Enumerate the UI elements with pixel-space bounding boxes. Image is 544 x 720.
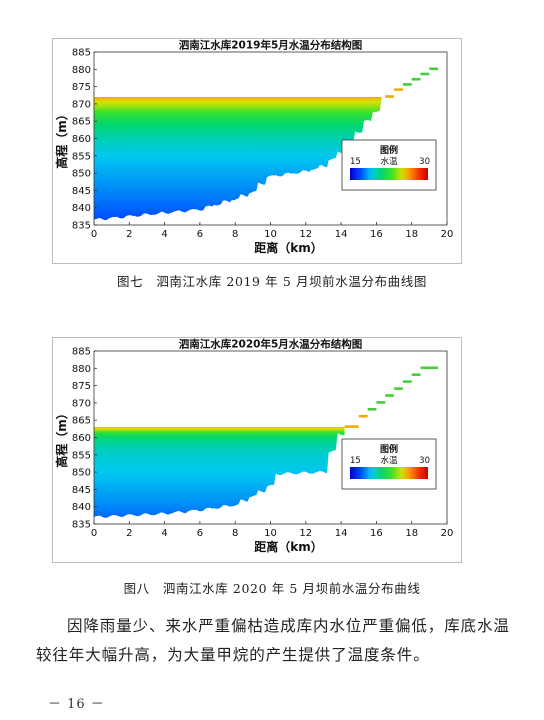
y-tick-label: 835: [72, 221, 91, 232]
y-tick-label: 870: [72, 99, 91, 110]
figure-caption-2019: 图七 泗南江水库 2019 年 5 月坝前水温分布曲线图: [117, 274, 427, 289]
y-axis-label: 高程（m）: [54, 407, 69, 468]
chart-2020: 泗南江水库2020年5月水温分布结构图 0 2 4 6 8 10 12 14 16 18 20 835 8…: [52, 337, 462, 563]
y-tick-label: 885: [72, 48, 91, 59]
bank-step-mark: [402, 83, 412, 86]
x-tick-label: 6: [197, 229, 203, 240]
y-tick-label: 840: [72, 203, 91, 214]
bank-step-mark: [344, 425, 359, 428]
y-tick-label: 880: [72, 364, 91, 375]
body-paragraph: 因降雨量少、来水严重偏枯造成库内水位严重偏低，库底水温较往年大幅升高，为大量甲烷…: [36, 617, 510, 664]
x-tick-label: 20: [441, 528, 454, 539]
legend-color-bar: [350, 168, 428, 180]
legend-variable-label: 水温: [380, 156, 398, 167]
bank-step-mark: [411, 77, 421, 81]
y-tick-label: 840: [72, 502, 91, 513]
x-tick-label: 16: [370, 528, 383, 539]
bank-step-mark: [420, 366, 439, 370]
bank-step-mark: [411, 373, 421, 376]
legend-min-label: 15: [350, 157, 361, 167]
page-number: － 16 －: [48, 697, 105, 712]
y-tick-label: 865: [72, 117, 91, 128]
legend-variable-label: 水温: [380, 455, 398, 466]
chart-title: 泗南江水库2020年5月水温分布结构图: [179, 338, 363, 351]
legend-box: [341, 438, 437, 490]
x-axis-label: 距离（km）: [254, 539, 323, 554]
y-tick-label: 870: [72, 398, 91, 409]
x-tick-label: 8: [232, 229, 238, 240]
legend-title: 图例: [380, 144, 398, 156]
x-tick-label: 14: [335, 229, 348, 240]
legend-min-label: 15: [350, 456, 361, 466]
y-tick-label: 880: [72, 65, 91, 76]
y-tick-label: 860: [72, 134, 91, 145]
legend-box: [341, 139, 437, 191]
y-tick-label: 855: [72, 151, 91, 162]
y-tick-label: 850: [72, 468, 91, 479]
y-tick-label: 875: [72, 82, 91, 93]
y-tick-label: 845: [72, 485, 91, 496]
bank-step-mark: [402, 380, 412, 383]
y-tick-label: 850: [72, 169, 91, 180]
figure-caption-2020: 图八 泗南江水库 2020 年 5 月坝前水温分布曲线: [123, 581, 421, 596]
x-tick-label: 10: [264, 528, 277, 539]
y-tick-label: 845: [72, 186, 91, 197]
y-tick-label: 865: [72, 416, 91, 427]
x-tick-label: 18: [405, 229, 418, 240]
y-tick-label: 860: [72, 433, 91, 444]
x-tick-label: 12: [299, 229, 312, 240]
legend-color-bar: [350, 467, 428, 479]
x-axis-label: 距离（km）: [254, 240, 323, 255]
y-tick-label: 835: [72, 520, 91, 531]
x-tick-label: 14: [335, 528, 348, 539]
bank-step-mark: [394, 387, 403, 390]
legend-title: 图例: [380, 443, 398, 455]
x-tick-label: 16: [370, 229, 383, 240]
legend-max-label: 30: [419, 157, 430, 167]
x-tick-label: 0: [91, 528, 97, 539]
chart-title: 泗南江水库2019年5月水温分布结构图: [179, 39, 363, 52]
x-tick-label: 4: [161, 528, 167, 539]
bank-step-mark: [394, 88, 403, 91]
x-tick-label: 0: [91, 229, 97, 240]
bank-step-mark: [429, 67, 439, 71]
bank-step-mark: [367, 408, 377, 411]
bank-step-mark: [385, 394, 394, 397]
legend-max-label: 30: [419, 456, 430, 466]
water-temperature-field: [94, 96, 386, 221]
x-tick-label: 8: [232, 528, 238, 539]
x-tick-label: 6: [197, 528, 203, 539]
x-tick-label: 4: [161, 229, 167, 240]
x-tick-label: 2: [126, 528, 132, 539]
bank-step-mark: [376, 401, 386, 404]
figure-2020: 泗南江水库2020年5月水温分布结构图 0 2 4 6 8 10 12 14 16 18 20 835 8…: [52, 337, 462, 563]
x-tick-label: 18: [405, 528, 418, 539]
figure-2019: 泗南江水库2019年5月水温分布结构图 0 2 4 6 8 10 12 14 16 18 20 835 8…: [52, 38, 462, 264]
y-axis-label: 高程（m）: [54, 108, 69, 169]
water-temperature-field: [94, 427, 345, 518]
y-tick-label: 875: [72, 381, 91, 392]
y-tick-label: 855: [72, 450, 91, 461]
bank-step-mark: [385, 95, 394, 98]
x-tick-label: 2: [126, 229, 132, 240]
bank-step-mark: [358, 414, 368, 418]
chart-2019: 泗南江水库2019年5月水温分布结构图 0 2 4 6 8 10 12 14 16 18 20 835 8…: [52, 38, 462, 264]
x-tick-label: 20: [441, 229, 454, 240]
x-tick-label: 12: [299, 528, 312, 539]
x-tick-label: 10: [264, 229, 277, 240]
bank-step-mark: [420, 72, 430, 76]
y-tick-label: 885: [72, 347, 91, 358]
